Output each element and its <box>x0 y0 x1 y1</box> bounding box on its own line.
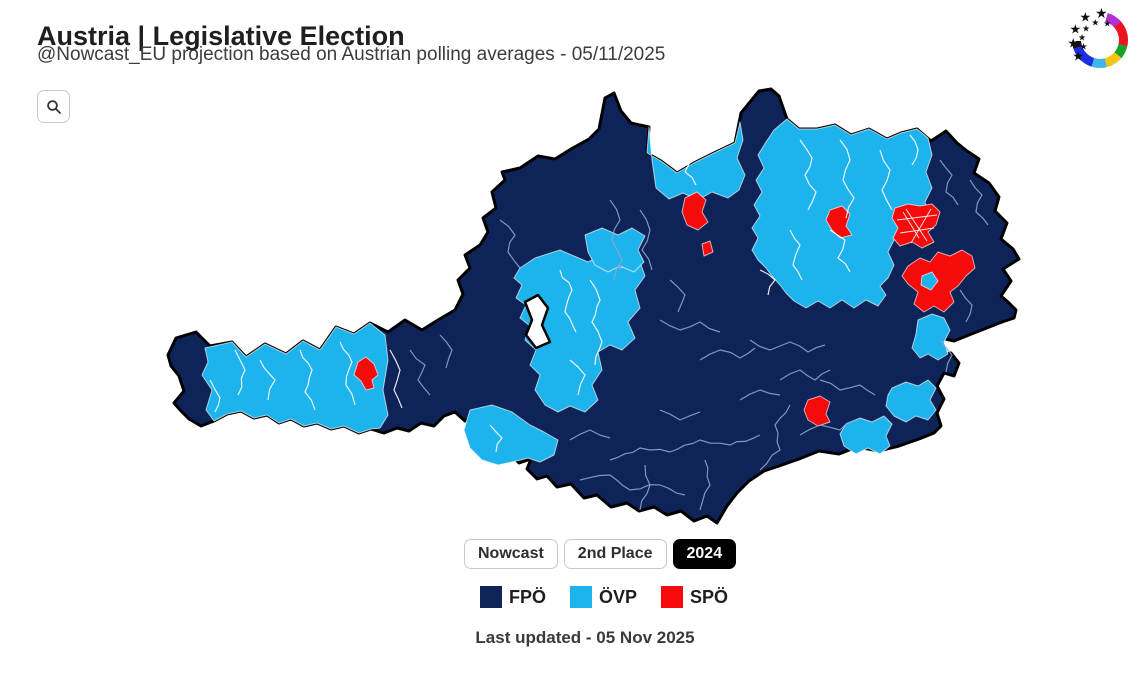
district-border-line <box>969 179 989 226</box>
region-innsbruck[interactable] <box>353 356 379 391</box>
austria-choropleth-map[interactable] <box>140 80 1040 540</box>
district-border-line <box>569 429 611 441</box>
district-border-line <box>819 379 876 396</box>
legend-item-fpo: FPÖ <box>480 586 546 608</box>
district-border-line <box>489 424 503 453</box>
district-border-line <box>910 208 932 244</box>
district-border-line <box>779 369 831 381</box>
region-linz[interactable] <box>681 191 709 231</box>
region-west-tail[interactable] <box>201 322 389 434</box>
region-nb-enclave[interactable] <box>920 271 939 291</box>
district-border-line <box>609 199 623 281</box>
district-border-line <box>639 464 651 511</box>
district-border-line <box>439 334 453 369</box>
district-border-line <box>799 419 856 436</box>
last-updated-text: Last updated - 05 Nov 2025 <box>475 628 695 647</box>
district-border-line <box>559 269 577 333</box>
district-border-line <box>234 349 246 396</box>
district-border-line <box>699 347 756 361</box>
district-border-line <box>209 379 221 413</box>
district-border-line <box>699 459 711 511</box>
ovp-color-swatch <box>570 586 593 608</box>
district-border-line <box>499 219 521 269</box>
region-hartberg[interactable] <box>911 313 951 361</box>
fpo-color-swatch <box>480 586 502 608</box>
page-subtitle: @Nowcast_EU projection based on Austrian… <box>37 44 666 65</box>
region-vienna[interactable] <box>891 203 941 249</box>
district-border-line <box>579 474 686 496</box>
district-border-line <box>259 359 276 401</box>
district-border-line <box>902 211 920 239</box>
search-icon <box>46 99 62 115</box>
district-border-line <box>659 409 701 421</box>
district-border-line <box>609 434 761 461</box>
tab-nowcast[interactable]: Nowcast <box>464 539 558 569</box>
tab-2024[interactable]: 2024 <box>672 539 737 569</box>
district-border-line <box>905 208 928 242</box>
district-border-line <box>759 404 791 471</box>
berchtesgaden-notch <box>523 293 552 350</box>
district-border-line <box>739 389 781 401</box>
district-border-line <box>409 349 431 396</box>
zoom-search-button[interactable] <box>37 90 70 123</box>
legend-item-spo: SPÖ <box>661 586 728 608</box>
district-border-line <box>909 134 919 166</box>
logo-color-arc <box>1072 12 1128 68</box>
view-toggle-tabs: Nowcast 2nd Place 2024 <box>464 539 737 569</box>
district-border-line <box>879 149 893 211</box>
district-border-line <box>749 339 826 353</box>
district-border-line <box>569 359 586 396</box>
fpo-label: FPÖ <box>509 586 547 607</box>
district-border-line <box>589 279 603 366</box>
tab-2nd-place[interactable]: 2nd Place <box>563 539 667 569</box>
region-salzburg[interactable] <box>513 249 646 413</box>
page-title: Austria | Legislative Election <box>37 21 405 52</box>
district-border-line <box>299 349 316 411</box>
nowcast-eu-logo: ★ ★ ★ ★ ★ ★ ★ ★ ★ ★ <box>1056 2 1136 78</box>
district-border-line <box>389 349 403 409</box>
district-border-line <box>799 139 817 211</box>
district-border-line <box>959 289 973 323</box>
region-lienz[interactable] <box>463 404 559 466</box>
district-border-line <box>896 214 938 221</box>
region-graz[interactable] <box>803 395 831 427</box>
district-border-line <box>789 229 803 281</box>
district-border-line <box>659 319 721 333</box>
district-border-line <box>939 159 959 206</box>
region-wels-corridor[interactable] <box>584 227 646 273</box>
legend-item-ovp: ÖVP <box>570 586 637 608</box>
district-border-line <box>939 339 953 373</box>
party-legend: FPÖ ÖVP SPÖ <box>480 586 728 608</box>
spo-label: SPÖ <box>690 586 729 607</box>
region-leibnitz[interactable] <box>839 415 893 455</box>
region-stpoelten[interactable] <box>825 205 853 239</box>
district-border-line <box>759 269 776 296</box>
district-border-line <box>839 139 855 219</box>
district-border-line <box>639 209 653 271</box>
spo-color-swatch <box>661 586 684 608</box>
district-border-line <box>829 229 851 273</box>
ovp-label: ÖVP <box>599 586 638 607</box>
district-border-line <box>669 279 686 313</box>
district-border-line <box>679 139 697 186</box>
region-muehlviertel[interactable] <box>646 121 746 201</box>
region-se-styria[interactable] <box>885 379 937 423</box>
district-border-line <box>899 227 935 234</box>
region-steyr[interactable] <box>701 240 714 257</box>
district-border-line <box>339 341 356 406</box>
